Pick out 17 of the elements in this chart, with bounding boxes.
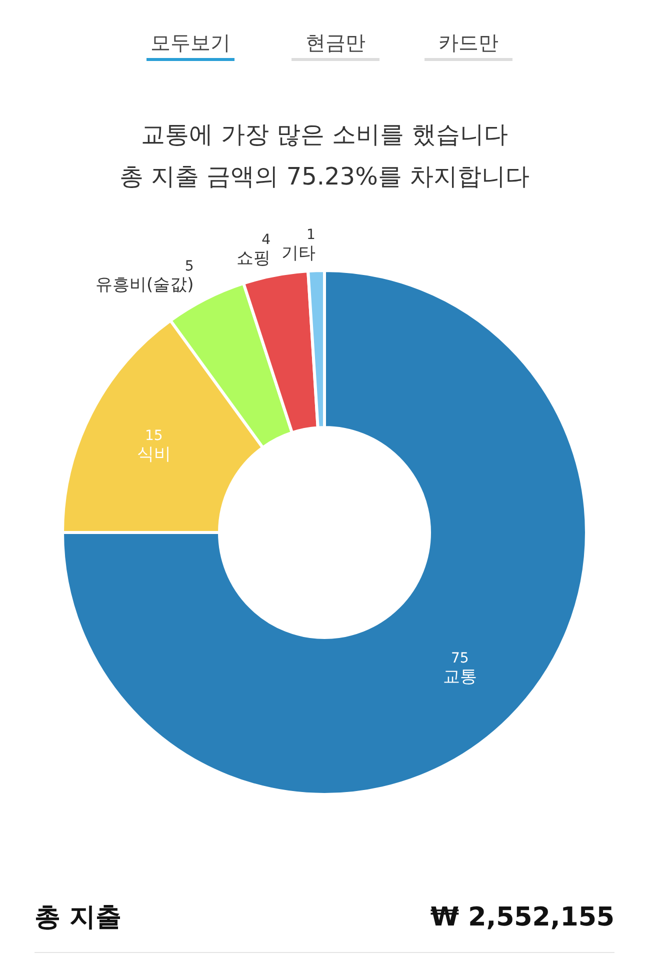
data-label: 5 [184, 258, 194, 274]
data-label: 15 [144, 428, 163, 444]
text: 카드만 [438, 30, 498, 54]
chart-title: 교통에 가장 많은 소비를 했습니다 [141, 120, 508, 148]
slice-label: 유흥비(술값) [95, 274, 194, 295]
text: ₩ 2,552,155 [430, 902, 615, 932]
chart-subtitle: 총 지출 금액의 75.23%를 차지합니다 [119, 162, 530, 190]
text: 현금만 [306, 30, 366, 54]
data-label: 1 [306, 227, 316, 244]
text: 모두보기 [150, 30, 230, 54]
slice-label: 기타 [281, 244, 316, 264]
data-label: 4 [262, 232, 271, 248]
text: 총 지출 [34, 902, 122, 932]
slice-label: 식비 [136, 444, 171, 465]
slice-label: 교통 [442, 666, 477, 687]
slice-label: 쇼핑 [236, 248, 271, 269]
data-label: 75 [451, 650, 469, 666]
